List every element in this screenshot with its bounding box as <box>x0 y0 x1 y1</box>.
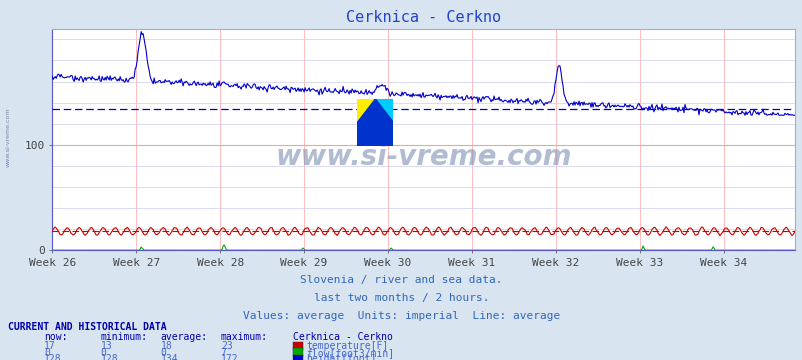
Text: minimum:: minimum: <box>100 332 148 342</box>
Polygon shape <box>357 99 393 146</box>
Text: 23: 23 <box>221 341 233 351</box>
Text: maximum:: maximum: <box>221 332 268 342</box>
Text: 0: 0 <box>160 348 166 358</box>
Text: last two months / 2 hours.: last two months / 2 hours. <box>314 293 488 303</box>
Text: 17: 17 <box>44 341 56 351</box>
Text: average:: average: <box>160 332 208 342</box>
Text: height[foot]: height[foot] <box>306 354 376 360</box>
Text: temperature[F]: temperature[F] <box>306 341 387 351</box>
Text: 13: 13 <box>100 341 112 351</box>
Text: Cerknica - Cerkno: Cerknica - Cerkno <box>293 332 392 342</box>
Polygon shape <box>357 99 375 122</box>
Text: Values: average  Units: imperial  Line: average: Values: average Units: imperial Line: av… <box>242 311 560 321</box>
Text: www.si-vreme.com: www.si-vreme.com <box>6 107 10 167</box>
Text: 134: 134 <box>160 354 178 360</box>
Text: 0: 0 <box>44 348 50 358</box>
Text: 7: 7 <box>221 348 226 358</box>
Text: www.si-vreme.com: www.si-vreme.com <box>275 143 571 171</box>
Text: Slovenia / river and sea data.: Slovenia / river and sea data. <box>300 275 502 285</box>
Text: CURRENT AND HISTORICAL DATA: CURRENT AND HISTORICAL DATA <box>8 323 167 333</box>
Text: 0: 0 <box>100 348 106 358</box>
Text: 128: 128 <box>100 354 118 360</box>
Text: 18: 18 <box>160 341 172 351</box>
Text: now:: now: <box>44 332 67 342</box>
Title: Cerknica - Cerkno: Cerknica - Cerkno <box>346 10 500 25</box>
Text: 172: 172 <box>221 354 238 360</box>
Text: flow[foot3/min]: flow[foot3/min] <box>306 348 394 358</box>
Text: 128: 128 <box>44 354 62 360</box>
Polygon shape <box>375 99 393 122</box>
